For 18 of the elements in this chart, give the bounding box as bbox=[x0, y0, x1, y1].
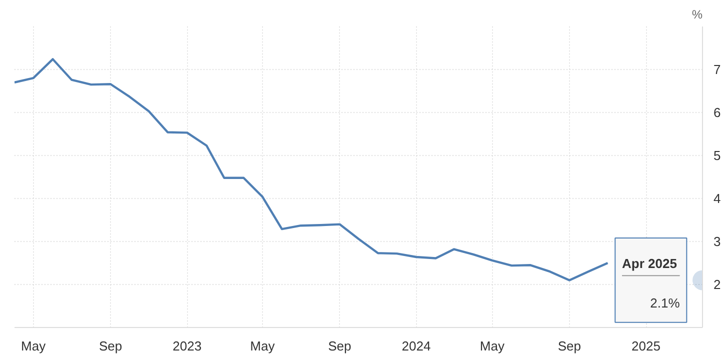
y-tick-label: 2 bbox=[714, 277, 721, 292]
x-tick-label: May bbox=[480, 338, 505, 354]
x-tick-label: 2023 bbox=[172, 338, 202, 354]
x-tick-label: Sep bbox=[558, 338, 581, 354]
x-tick-label: May bbox=[21, 338, 46, 354]
y-axis-title: % bbox=[692, 8, 703, 22]
y-tick-label: 7 bbox=[714, 62, 721, 77]
y-tick-label: 3 bbox=[714, 234, 721, 249]
x-tick-label: 2025 bbox=[632, 338, 660, 354]
x-tick-label: Sep bbox=[328, 338, 352, 354]
x-tick-label: 2024 bbox=[402, 338, 431, 354]
y-tick-label: 4 bbox=[714, 191, 721, 206]
y-tick-label: 5 bbox=[714, 148, 721, 163]
annotation: 2.1% bbox=[650, 295, 680, 310]
x-tick-label: May bbox=[250, 338, 276, 354]
y-tick-label: 6 bbox=[714, 105, 721, 120]
x-tick-label: Sep bbox=[98, 338, 122, 354]
annotation: Apr 2025 bbox=[622, 256, 677, 272]
